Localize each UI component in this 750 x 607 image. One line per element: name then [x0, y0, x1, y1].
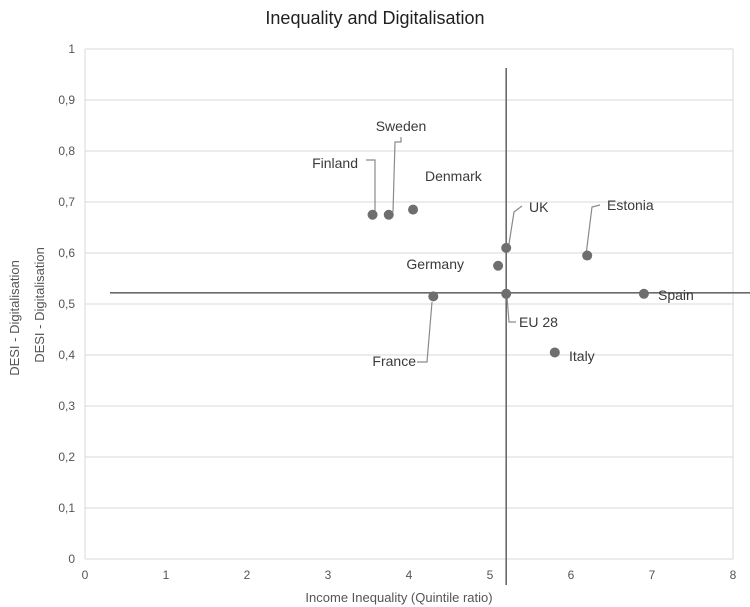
y-tick-label: 0,6 [58, 246, 75, 260]
data-label: Estonia [607, 197, 654, 213]
data-point [582, 250, 593, 261]
data-point [501, 242, 512, 253]
x-tick-label: 7 [649, 568, 656, 582]
data-point [408, 204, 419, 215]
x-axis-label: Income Inequality (Quintile ratio) [305, 590, 492, 605]
x-tick-label: 0 [82, 568, 89, 582]
x-tick-label: 5 [487, 568, 494, 582]
data-point [493, 260, 504, 271]
y-tick-label: 0,8 [58, 144, 75, 158]
data-label: Sweden [376, 118, 427, 134]
y-tick-label: 0,9 [58, 93, 75, 107]
data-label: Denmark [425, 168, 483, 184]
x-tick-label: 6 [568, 568, 575, 582]
data-label: Germany [406, 256, 464, 272]
y-axis-label-inner: DESI - Digitalisation [32, 247, 47, 363]
y-tick-label: 0,4 [58, 348, 75, 362]
y-tick-label: 0,2 [58, 450, 75, 464]
y-tick-label: 0,1 [58, 501, 75, 515]
data-label: UK [529, 199, 549, 215]
y-axis-label-outer: DESI - Digitalisation [7, 260, 22, 376]
data-point [549, 347, 560, 358]
data-label: Italy [569, 348, 595, 364]
data-point [638, 288, 649, 299]
data-point [383, 209, 394, 220]
leader-line [366, 159, 376, 212]
leader-line [585, 204, 601, 256]
data-point [428, 291, 439, 302]
x-tick-label: 8 [730, 568, 737, 582]
data-label: Spain [658, 287, 694, 303]
data-point [367, 209, 378, 220]
data-label: France [372, 353, 416, 369]
leader-line [506, 296, 516, 323]
x-tick-label: 1 [163, 568, 170, 582]
data-label: Finland [312, 155, 358, 171]
y-tick-label: 0,3 [58, 399, 75, 413]
y-tick-label: 0 [68, 552, 75, 566]
x-tick-label: 2 [244, 568, 251, 582]
y-tick-label: 1 [68, 42, 75, 56]
y-tick-label: 0,7 [58, 195, 75, 209]
data-label: EU 28 [519, 314, 558, 330]
chart-title: Inequality and Digitalisation [265, 8, 485, 28]
data-point [501, 288, 512, 299]
leader-line [417, 301, 433, 363]
x-tick-label: 3 [325, 568, 332, 582]
y-tick-label: 0,5 [58, 297, 75, 311]
leader-line [392, 137, 402, 213]
x-tick-label: 4 [406, 568, 413, 582]
leader-line [508, 205, 523, 245]
